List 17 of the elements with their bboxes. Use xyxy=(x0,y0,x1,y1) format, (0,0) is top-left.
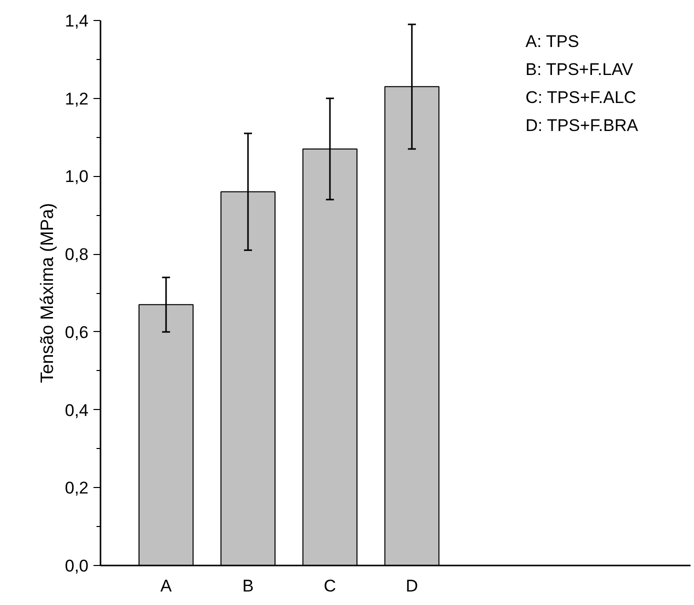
y-tick-label: 1,0 xyxy=(64,167,89,186)
y-tick-label: 0,0 xyxy=(64,556,89,576)
y-tick-label: 0,2 xyxy=(64,478,89,498)
y-axis-title: Tensão Máxima (MPa) xyxy=(36,202,57,384)
x-tick-label: C xyxy=(324,576,336,596)
text: C: TPS+F.ALC xyxy=(526,88,636,107)
text: A: TPS xyxy=(526,32,580,51)
text: D: TPS+F.BRA xyxy=(526,116,639,135)
x-tick-label: D xyxy=(406,576,418,596)
y-tick-label: 0,8 xyxy=(64,245,89,264)
x-tick-label: A xyxy=(160,576,172,596)
text: B: TPS+F.LAV xyxy=(526,60,634,79)
y-tick-label: 0,4 xyxy=(64,400,89,420)
x-tick-label: B xyxy=(242,576,254,596)
y-tick-label: 1,4 xyxy=(64,12,89,30)
y-tick-label: 1,2 xyxy=(64,89,89,108)
y-tick-label: 0,6 xyxy=(64,322,89,342)
